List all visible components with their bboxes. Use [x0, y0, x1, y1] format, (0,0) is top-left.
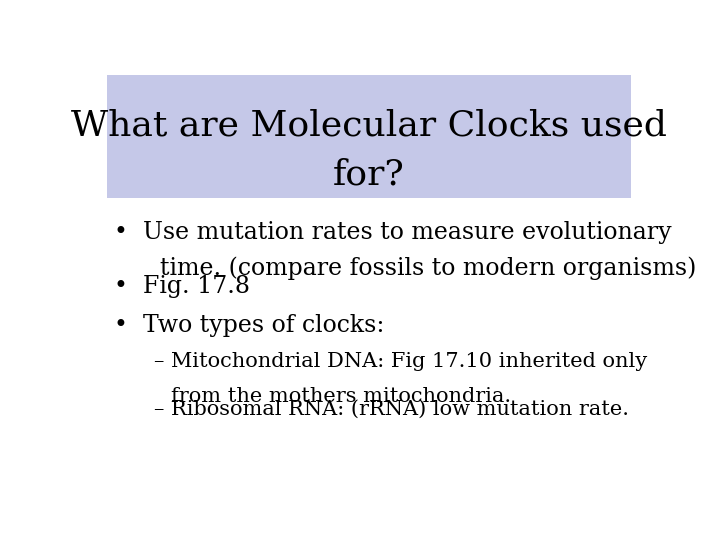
Text: Fig. 17.8: Fig. 17.8	[143, 275, 250, 298]
Text: time. (compare fossils to modern organisms): time. (compare fossils to modern organis…	[160, 256, 696, 280]
Text: •: •	[114, 275, 127, 298]
Text: – Mitochondrial DNA: Fig 17.10 inherited only: – Mitochondrial DNA: Fig 17.10 inherited…	[154, 352, 647, 370]
Text: – Ribosomal RNA: (rRNA) low mutation rate.: – Ribosomal RNA: (rRNA) low mutation rat…	[154, 400, 629, 419]
Text: from the mothers mitochondria.: from the mothers mitochondria.	[171, 387, 511, 406]
Text: •: •	[114, 221, 127, 244]
FancyBboxPatch shape	[107, 75, 631, 198]
Text: •: •	[114, 314, 127, 338]
Text: Use mutation rates to measure evolutionary: Use mutation rates to measure evolutiona…	[143, 221, 672, 244]
Text: for?: for?	[333, 158, 405, 192]
Text: What are Molecular Clocks used: What are Molecular Clocks used	[71, 108, 667, 142]
Text: Two types of clocks:: Two types of clocks:	[143, 314, 384, 338]
